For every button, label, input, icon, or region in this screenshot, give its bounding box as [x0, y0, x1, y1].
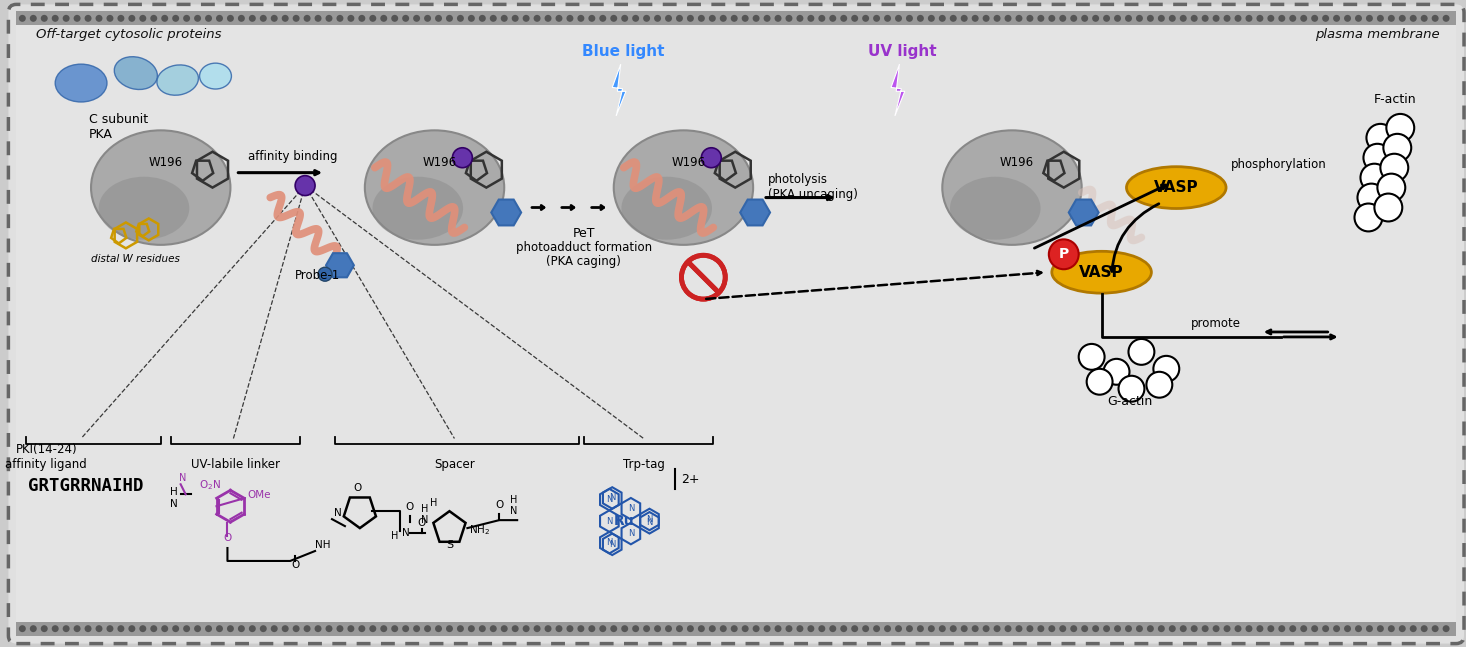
Ellipse shape [622, 177, 712, 239]
Circle shape [227, 625, 235, 632]
Polygon shape [491, 199, 520, 225]
Circle shape [337, 15, 343, 22]
Text: distal W residues: distal W residues [91, 254, 180, 264]
Circle shape [1268, 15, 1274, 22]
Text: H
N: H N [170, 487, 177, 509]
Circle shape [928, 625, 935, 632]
Circle shape [512, 15, 519, 22]
Circle shape [139, 15, 147, 22]
Circle shape [1224, 625, 1230, 632]
Circle shape [1256, 15, 1264, 22]
Circle shape [916, 625, 924, 632]
Polygon shape [325, 253, 353, 278]
Text: affinity binding: affinity binding [248, 149, 337, 162]
Circle shape [534, 625, 541, 632]
Text: N: N [179, 474, 186, 483]
Circle shape [786, 15, 793, 22]
Circle shape [840, 625, 847, 632]
Circle shape [249, 625, 255, 632]
Circle shape [588, 625, 595, 632]
Circle shape [85, 625, 91, 632]
Ellipse shape [98, 177, 189, 239]
Ellipse shape [56, 64, 107, 102]
Circle shape [1355, 204, 1382, 232]
Text: H: H [391, 531, 399, 541]
Circle shape [896, 625, 902, 632]
Circle shape [796, 15, 803, 22]
Circle shape [1102, 15, 1110, 22]
Circle shape [1146, 15, 1154, 22]
Circle shape [1358, 184, 1385, 212]
Circle shape [172, 625, 179, 632]
Circle shape [610, 15, 617, 22]
Circle shape [1070, 15, 1078, 22]
Circle shape [764, 15, 771, 22]
Polygon shape [1069, 199, 1098, 225]
Circle shape [337, 625, 343, 632]
Text: W196: W196 [148, 156, 183, 169]
Circle shape [1289, 625, 1296, 632]
Circle shape [874, 15, 880, 22]
Circle shape [63, 15, 69, 22]
Circle shape [1190, 625, 1198, 632]
Text: NH$_2$: NH$_2$ [469, 523, 491, 537]
Circle shape [194, 15, 201, 22]
Circle shape [41, 15, 48, 22]
Circle shape [1387, 114, 1415, 142]
Circle shape [183, 15, 191, 22]
Circle shape [676, 15, 683, 22]
Text: O: O [406, 502, 413, 512]
Circle shape [1377, 15, 1384, 22]
Circle shape [1124, 625, 1132, 632]
Circle shape [1311, 15, 1318, 22]
Circle shape [688, 625, 693, 632]
Circle shape [1234, 15, 1242, 22]
Polygon shape [740, 199, 770, 225]
Circle shape [1366, 15, 1372, 22]
Circle shape [1146, 372, 1173, 398]
Circle shape [556, 15, 563, 22]
Circle shape [259, 625, 267, 632]
Circle shape [216, 15, 223, 22]
Circle shape [1443, 15, 1450, 22]
FancyBboxPatch shape [9, 5, 1465, 644]
Circle shape [666, 625, 671, 632]
Circle shape [600, 625, 607, 632]
Text: W196: W196 [422, 156, 457, 169]
Circle shape [982, 625, 990, 632]
Polygon shape [613, 64, 626, 116]
Circle shape [1278, 15, 1286, 22]
Circle shape [402, 625, 409, 632]
Circle shape [1421, 15, 1428, 22]
Circle shape [1048, 239, 1079, 269]
Circle shape [852, 15, 858, 22]
Circle shape [1136, 625, 1143, 632]
Circle shape [380, 625, 387, 632]
Text: O: O [418, 518, 425, 528]
Circle shape [676, 625, 683, 632]
Circle shape [896, 15, 902, 22]
Circle shape [259, 15, 267, 22]
Circle shape [950, 625, 957, 632]
Circle shape [1278, 625, 1286, 632]
Ellipse shape [943, 130, 1082, 245]
Circle shape [402, 15, 409, 22]
Circle shape [1038, 15, 1044, 22]
Ellipse shape [114, 57, 157, 89]
Circle shape [852, 625, 858, 632]
Text: PKI(14-24)
affinity ligand: PKI(14-24) affinity ligand [6, 443, 86, 472]
Circle shape [982, 15, 990, 22]
Circle shape [183, 625, 191, 632]
Circle shape [303, 15, 311, 22]
Circle shape [1366, 625, 1372, 632]
Circle shape [435, 15, 441, 22]
Circle shape [742, 625, 749, 632]
Text: N: N [605, 538, 613, 547]
Circle shape [1378, 173, 1406, 201]
Circle shape [19, 15, 26, 22]
Circle shape [172, 15, 179, 22]
Circle shape [1060, 15, 1066, 22]
Circle shape [85, 15, 91, 22]
Circle shape [1399, 625, 1406, 632]
Circle shape [1410, 15, 1416, 22]
